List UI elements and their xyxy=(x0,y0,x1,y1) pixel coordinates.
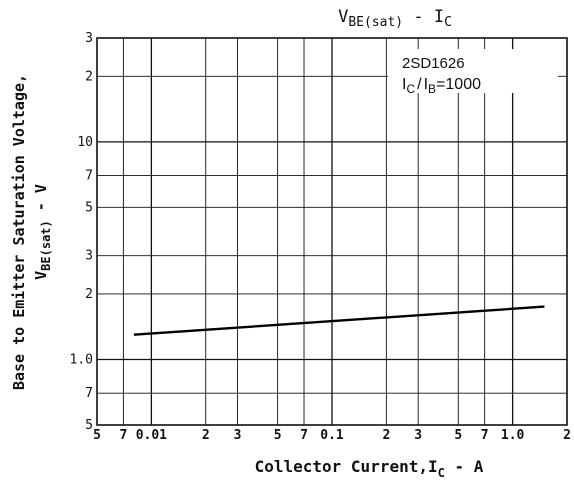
y-tick-label: 1.0 xyxy=(70,352,93,367)
y-tick-label: 7 xyxy=(85,169,93,184)
chart-title: VBE(sat) - IC xyxy=(338,7,452,30)
y-tick-label: 7 xyxy=(85,386,93,401)
x-tick-label: 7 xyxy=(300,428,308,443)
x-tick-label: 3 xyxy=(234,428,242,443)
x-tick-label: 2 xyxy=(382,428,390,443)
annotation-box xyxy=(388,49,558,93)
y-tick-label: 3 xyxy=(85,249,93,264)
x-tick-label: 5 xyxy=(274,428,282,443)
x-tick-label: 5 xyxy=(454,428,462,443)
y-tick-labels: 5 7 1.0 2 3 5 7 10 2 3 xyxy=(70,31,93,433)
y-axis-label-line2: VBE(sat) - V xyxy=(32,184,53,280)
x-tick-label: 7 xyxy=(481,428,489,443)
y-tick-label: 5 xyxy=(85,418,93,433)
series-layer xyxy=(133,305,545,336)
x-tick-label: 2 xyxy=(202,428,210,443)
y-tick-label: 2 xyxy=(85,287,93,302)
grid xyxy=(97,38,567,425)
x-tick-label: 0.01 xyxy=(136,428,167,443)
x-tick-label: 2 xyxy=(563,428,571,443)
x-axis-label: Collector Current,IC - A xyxy=(255,457,484,480)
condition-label: IC / IB=1000 xyxy=(402,76,481,96)
series-line xyxy=(133,305,545,336)
x-tick-label: 0.1 xyxy=(320,428,344,443)
x-tick-label: 3 xyxy=(414,428,422,443)
x-tick-label: 1.0 xyxy=(501,428,525,443)
x-tick-label: 7 xyxy=(119,428,127,443)
y-tick-label: 10 xyxy=(77,135,93,150)
y-axis-label-line1: Base to Emitter Saturation Voltage, xyxy=(10,74,28,390)
y-tick-label: 5 xyxy=(85,200,93,215)
x-tick-labels: 5 7 0.01 2 3 5 7 0.1 2 3 5 7 1.0 2 xyxy=(93,428,571,443)
x-tick-label: 5 xyxy=(93,428,101,443)
y-tick-label: 3 xyxy=(85,31,93,46)
y-tick-label: 2 xyxy=(85,69,93,84)
device-label: 2SD1626 xyxy=(402,55,465,72)
